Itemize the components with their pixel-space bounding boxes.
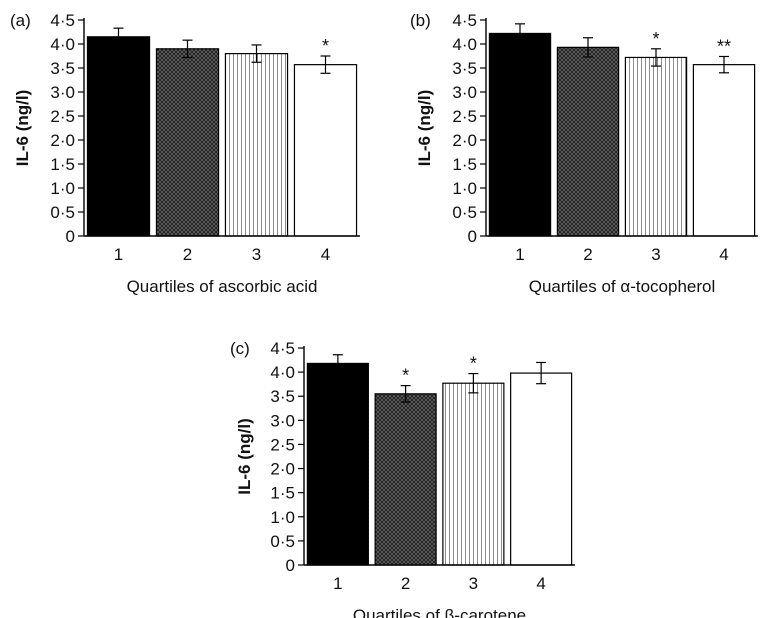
y-tick-label: 3·0 [50, 83, 75, 102]
bar-2 [374, 393, 437, 566]
y-tick-label: 0 [468, 227, 477, 246]
significance-marker: * [322, 36, 329, 56]
error-bar [182, 39, 193, 59]
x-tick-label: 4 [321, 245, 330, 264]
y-tick-label: 0 [286, 556, 295, 575]
y-tick-label: 0·5 [452, 203, 477, 222]
bar-2 [155, 48, 220, 237]
y-tick-label: 2·0 [452, 131, 477, 150]
y-tick-label: 3·5 [270, 387, 295, 406]
y-tick-label: 1·0 [452, 179, 477, 198]
y-axis-title: IL-6 (ng/l) [235, 418, 254, 494]
x-tick-label: 3 [651, 245, 660, 264]
bar-1 [488, 32, 552, 237]
bar-3 [442, 382, 505, 566]
error-bar [468, 372, 479, 394]
y-tick-label: 4·5 [452, 11, 477, 30]
y-tick-label: 1·5 [50, 155, 75, 174]
x-tick-label: 1 [333, 574, 342, 593]
bar-2 [556, 46, 620, 237]
y-tick-label: 0·5 [50, 203, 75, 222]
y-tick-label: 4·0 [50, 35, 75, 54]
y-axis-title: IL-6 (ng/l) [415, 90, 434, 166]
error-bar [515, 23, 525, 44]
panel-label: (b) [410, 11, 431, 30]
x-tick-label: 4 [536, 574, 545, 593]
x-tick-label: 2 [583, 245, 592, 264]
y-tick-label: 4·5 [270, 339, 295, 358]
x-tick-label: 4 [719, 245, 728, 264]
x-tick-label: 3 [469, 574, 478, 593]
y-tick-label: 3·5 [452, 59, 477, 78]
significance-marker: * [402, 366, 409, 386]
significance-marker: * [470, 354, 477, 374]
y-tick-label: 2·5 [50, 107, 75, 126]
y-tick-label: 1·5 [452, 155, 477, 174]
bar-4 [510, 372, 573, 566]
y-tick-label: 4·5 [50, 11, 75, 30]
x-tick-label: 2 [401, 574, 410, 593]
x-tick-label: 3 [252, 245, 261, 264]
y-tick-label: 1·0 [50, 179, 75, 198]
y-tick-label: 3·0 [270, 411, 295, 430]
y-tick-label: 2·5 [452, 107, 477, 126]
error-bar [251, 44, 262, 63]
x-tick-label: 1 [515, 245, 524, 264]
y-tick-label: 1·0 [270, 508, 295, 527]
error-bar [332, 354, 343, 373]
bar-3 [224, 52, 289, 237]
chart-panel-3: (c) 0 0·5 1·0 1·5 2·0 2·5 3·0 3·5 4·0 4·5 1 * 2 * 3 4 Qua… [230, 339, 575, 618]
error-bar [583, 37, 593, 58]
error-bar [719, 55, 729, 74]
bar-1 [86, 36, 151, 237]
y-tick-label: 2·5 [270, 435, 295, 454]
error-bar [651, 48, 661, 67]
error-bar [536, 361, 547, 385]
bar-4 [692, 64, 756, 237]
y-axis-title: IL-6 (ng/l) [13, 90, 32, 166]
y-tick-label: 3·0 [452, 83, 477, 102]
error-bar [320, 55, 331, 74]
chart-panel-1: (a) 0 0·5 1·0 1·5 2·0 2·5 3·0 3·5 4·0 4·5 1 2 3 * 4Quar… [10, 11, 360, 296]
x-axis-title: Quartiles of ascorbic acid [127, 277, 318, 296]
y-tick-label: 4·0 [270, 363, 295, 382]
significance-marker: * [652, 29, 659, 49]
x-tick-label: 1 [114, 245, 123, 264]
y-tick-label: 0 [66, 227, 75, 246]
significance-marker: ** [717, 36, 731, 56]
y-tick-label: 2·0 [50, 131, 75, 150]
panel-label: (a) [10, 11, 31, 30]
y-tick-label: 2·0 [270, 460, 295, 479]
x-axis-title: Quartiles of β-carotene [353, 606, 526, 618]
error-bar [113, 27, 124, 47]
bar-1 [306, 362, 369, 566]
panel-label: (c) [230, 339, 250, 358]
y-tick-label: 1·5 [270, 484, 295, 503]
y-tick-label: 3·5 [50, 59, 75, 78]
y-tick-label: 4·0 [452, 35, 477, 54]
x-tick-label: 2 [183, 245, 192, 264]
x-axis-title: Quartiles of α-tocopherol [529, 277, 716, 296]
bar-3 [624, 56, 688, 237]
chart-panel-2: (b) 0 0·5 1·0 1·5 2·0 2·5 3·0 3·5 4·0 4·5 1 2 * 3 ** 4Qu… [410, 11, 758, 296]
y-tick-label: 0·5 [270, 532, 295, 551]
error-bar [400, 385, 411, 403]
bar-4 [293, 64, 358, 237]
